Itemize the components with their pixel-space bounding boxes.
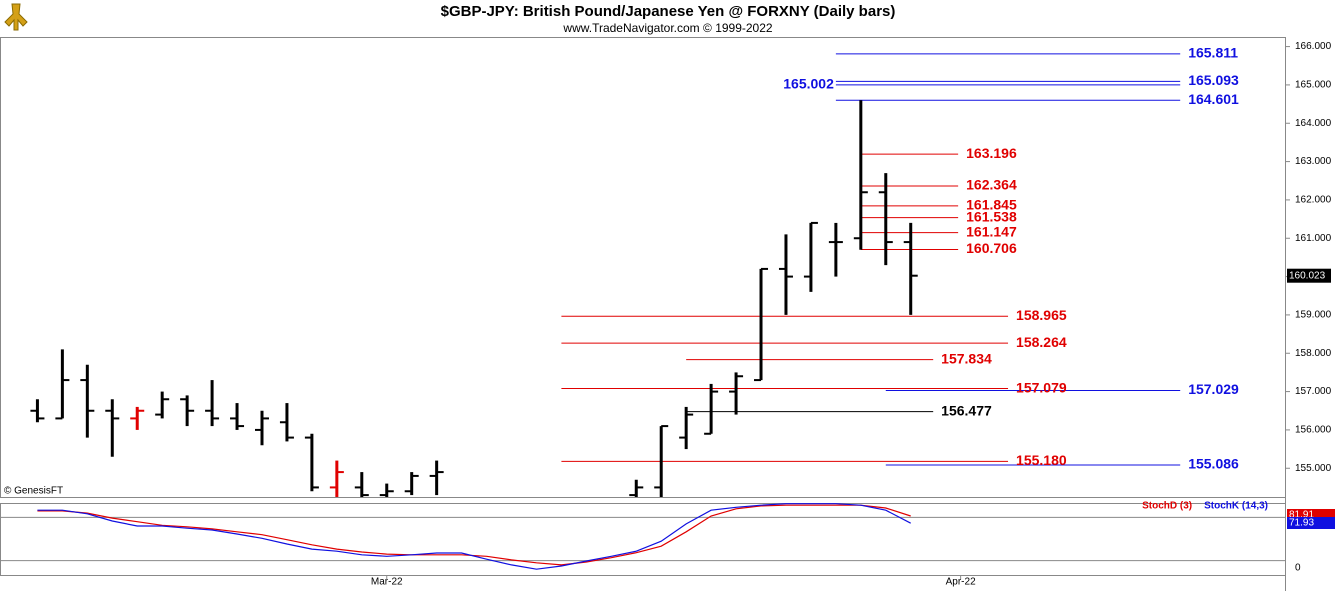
level-label: 155.086 (1188, 456, 1239, 472)
level-label: 163.196 (966, 145, 1017, 161)
chart-subtitle: www.TradeNavigator.com © 1999-2022 (562, 21, 772, 35)
stoch-line (37, 503, 911, 570)
level-label: 158.965 (1016, 307, 1067, 323)
legend-label: StochD (3) (1142, 501, 1192, 512)
y-tick-label: 155.000 (1295, 463, 1332, 474)
chart-title: $GBP-JPY: British Pound/Japanese Yen @ F… (441, 3, 896, 20)
y-tick-label: 165.000 (1295, 80, 1332, 91)
current-price-box (1287, 268, 1331, 283)
level-label: 156.477 (941, 402, 992, 418)
x-tick-label: Apr-22 (946, 577, 976, 588)
level-label: 165.811 (1188, 45, 1238, 61)
level-label: 157.029 (1188, 381, 1239, 397)
level-label: 161.845 (966, 197, 1017, 213)
price-plot (30, 53, 1181, 497)
level-label: 165.002 (783, 76, 834, 92)
y-tick-label: 163.000 (1295, 156, 1332, 167)
level-label: 161.538 (966, 208, 1017, 224)
y-tick-label: 157.000 (1295, 386, 1332, 397)
x-tick-label: Mar-22 (371, 577, 403, 588)
y-tick-label: 164.000 (1295, 118, 1332, 129)
y-tick-label: 161.000 (1295, 233, 1332, 244)
legend-label: StochK (14,3) (1204, 501, 1268, 512)
level-label: 157.079 (1016, 379, 1067, 395)
level-label: 160.706 (966, 240, 1017, 256)
y-tick-label: 159.000 (1295, 310, 1332, 321)
last-value-label: 71.93 (1289, 518, 1314, 529)
level-label: 161.147 (966, 223, 1017, 239)
last-value-label: 81.91 (1289, 510, 1314, 521)
logo (4, 3, 28, 31)
level-label: 165.093 (1188, 72, 1239, 88)
y-tick-label: 162.000 (1295, 195, 1332, 206)
y-tick-label: 0 (1295, 563, 1301, 574)
y-tick-label: 156.000 (1295, 425, 1332, 436)
level-label: 164.601 (1188, 91, 1239, 107)
level-label: 162.364 (966, 177, 1017, 193)
last-value-box (1287, 517, 1335, 529)
current-price-label: 160.023 (1289, 270, 1326, 281)
level-label: 157.834 (941, 350, 992, 366)
y-tick-label: 158.000 (1295, 348, 1332, 359)
level-label: 158.264 (1016, 334, 1067, 350)
watermark: © GenesisFT (4, 486, 63, 497)
y-tick-label: 166.000 (1295, 41, 1332, 52)
level-label: 155.180 (1016, 452, 1067, 468)
